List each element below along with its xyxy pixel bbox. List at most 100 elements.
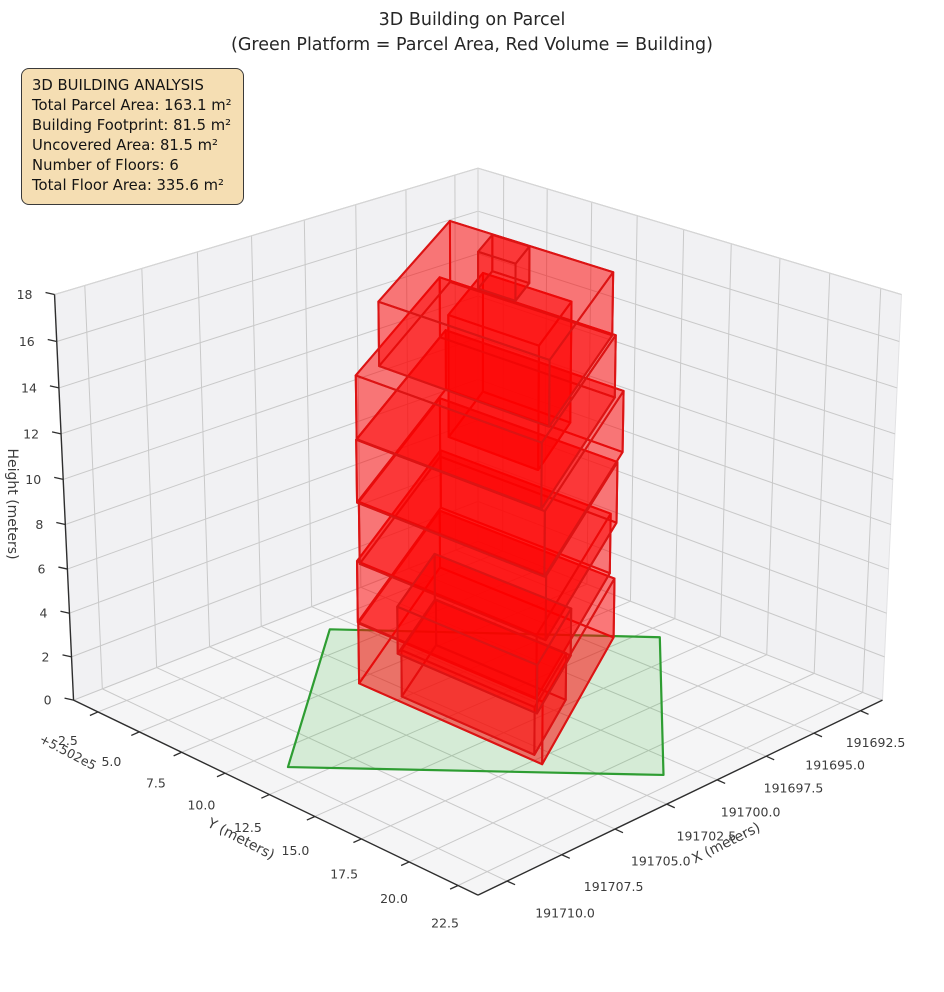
title-line-2: (Green Platform = Parcel Area, Red Volum… — [231, 35, 713, 55]
info-line: 3D BUILDING ANALYSIS — [32, 77, 204, 94]
z-tick-label: 2 — [42, 649, 50, 664]
y-tick-label: 17.5 — [330, 867, 358, 882]
x-tick-label: 191702.5 — [677, 829, 737, 844]
x-tick-label: 191700.0 — [721, 804, 781, 819]
z-tick-mark — [64, 697, 74, 701]
info-line: Number of Floors: 6 — [32, 157, 179, 174]
grid-line-z-left — [65, 378, 479, 525]
z-tick-label: 6 — [37, 562, 45, 577]
info-line: Total Parcel Area: 163.1 m² — [32, 97, 232, 114]
grid-line-y-wall — [719, 243, 732, 637]
x-tick-mark — [561, 854, 571, 859]
grid-line-y-floor — [361, 654, 767, 840]
grid-line-z-left — [73, 540, 479, 701]
building-face — [354, 374, 543, 511]
y-tick-label: 15.0 — [282, 843, 310, 858]
grid-line-y-wall — [629, 215, 638, 602]
grid-line-y-wall — [766, 258, 781, 655]
grid-line-y-floor — [314, 636, 721, 817]
y-tick-mark — [400, 861, 410, 867]
parcel-platform — [286, 628, 665, 777]
building-face — [377, 300, 551, 428]
x-tick-mark — [860, 710, 869, 715]
grid-line-y-wall — [862, 288, 882, 693]
z-tick-mark — [51, 431, 62, 435]
y-tick-label: 20.0 — [380, 891, 408, 906]
grid-line-y-floor — [408, 672, 815, 863]
y-tick-label: 2.5 — [58, 733, 78, 748]
grid-line-x-wall — [141, 268, 158, 668]
x-tick-mark — [506, 880, 516, 886]
grid-line-z-right — [477, 500, 885, 658]
grid-line-z-left — [67, 419, 479, 570]
y-tick-label: 10.0 — [187, 798, 215, 813]
grid-line-y-floor — [457, 691, 863, 886]
grid-line-z-right — [477, 295, 896, 435]
grid-line-x-floor — [311, 606, 718, 781]
grid-line-z-left — [56, 210, 479, 342]
z-tick-mark — [56, 521, 66, 526]
z-tick-mark — [45, 291, 55, 296]
x-tick-label: 191692.5 — [846, 735, 906, 750]
grid-line-y-wall — [813, 273, 831, 674]
info-line: Uncovered Area: 81.5 m² — [32, 137, 218, 154]
grid-line-z-left — [69, 460, 479, 614]
grid-line-z-left — [58, 253, 479, 389]
grid-line-y-floor — [139, 566, 545, 733]
y-tick-mark — [353, 838, 362, 844]
building-box-floor-5 — [354, 276, 617, 511]
x-tick-mark — [716, 779, 726, 785]
x-tick-mark — [666, 803, 676, 809]
x-tick-mark — [765, 755, 775, 761]
y-tick-mark — [261, 793, 270, 799]
building-box-floor-4 — [355, 329, 625, 578]
analysis-info-box: 3D BUILDING ANALYSIS Total Parcel Area: … — [21, 68, 244, 205]
building-box-chimney — [477, 233, 531, 302]
grid-line-x-floor — [408, 568, 815, 734]
x-tick-mark — [813, 732, 823, 738]
z-tick-mark — [54, 476, 64, 481]
y-tick-mark — [306, 815, 316, 821]
grid-line-y-floor — [224, 600, 631, 774]
grid-line-x-floor — [102, 688, 508, 882]
info-line: Building Footprint: 81.5 m² — [32, 117, 232, 134]
grid-line-z-right — [477, 253, 898, 389]
grid-line-x-wall — [84, 285, 103, 689]
grid-line-x-wall — [196, 251, 211, 647]
building-face — [477, 250, 517, 302]
z-tick-label: 10 — [25, 472, 41, 487]
grid-line-x-floor — [455, 549, 861, 712]
y-tick-mark — [449, 884, 459, 890]
building-face — [355, 560, 538, 700]
figure-title: 3D Building on Parcel (Green Platform = … — [0, 8, 944, 58]
z-tick-mark — [49, 385, 60, 389]
grid-line-z-left — [71, 500, 479, 658]
x-tick-label: 191697.5 — [764, 781, 824, 796]
building-face — [357, 622, 544, 766]
grid-line-x-floor — [156, 667, 562, 856]
grid-line-x-wall — [405, 189, 410, 569]
z-tick-mark — [47, 338, 57, 343]
y-tick-mark — [131, 731, 140, 737]
x-tick-label: 191707.5 — [584, 879, 644, 894]
building-face — [355, 438, 546, 578]
grid-line-z-right — [477, 337, 893, 480]
grid-line-x-floor — [209, 646, 616, 830]
y-tick-label: 12.5 — [234, 820, 262, 835]
building-box-floor-6-attic — [377, 219, 615, 428]
y-tick-label: 22.5 — [431, 916, 459, 931]
y-tick-mark — [216, 772, 226, 778]
z-tick-label: 0 — [44, 693, 52, 708]
grid-line-z-left — [63, 337, 479, 480]
grid-line-x-floor — [360, 586, 767, 757]
grid-line-z-left — [60, 295, 479, 435]
x-tick-label: 191695.0 — [805, 758, 865, 773]
building-face — [535, 607, 573, 715]
building-box-floor-3 — [357, 397, 619, 642]
y-tick-mark — [89, 711, 99, 717]
z-tick-label: 4 — [40, 606, 48, 621]
x-tick-mark — [614, 828, 624, 834]
z-tick-label: 16 — [19, 334, 35, 349]
grid-line-z-right — [477, 378, 891, 525]
